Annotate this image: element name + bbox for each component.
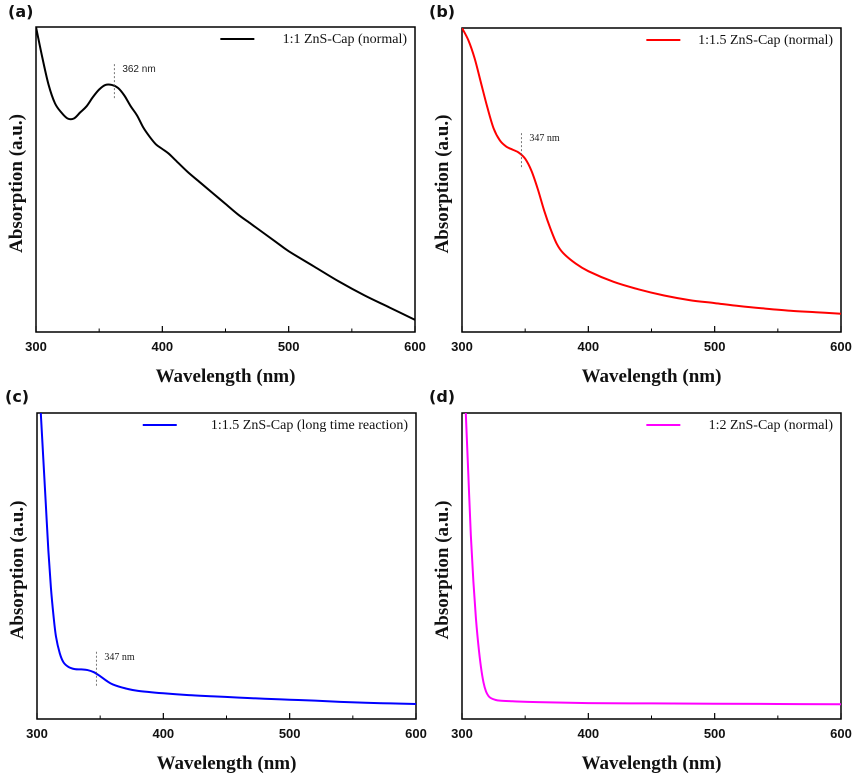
x-tick-label: 600 [404,339,426,354]
x-tick-label: 500 [704,726,726,741]
x-tick-label: 300 [451,726,473,741]
panel-a: (a) 300 400 500 600 Wavelength (nm) Absorption… [6,2,426,387]
x-axis-title: Wavelength (nm) [582,366,722,387]
legend-label: 1:1.5 ZnS-Cap (normal) [698,33,833,48]
series-line [464,413,841,706]
y-axis-title: Absorption (a.u.) [7,501,28,640]
peak-annotation: 362 nm [122,64,155,75]
x-tick-label: 500 [279,726,301,741]
x-tick-label: 400 [577,339,599,354]
panel-d: (d) 300 400 500 600 Wavelength (nm) Absorption… [429,387,852,773]
legend-label: 1:1 ZnS-Cap (normal) [283,32,408,47]
y-axis-title: Absorption (a.u.) [432,501,453,640]
y-axis-title: Absorption (a.u.) [6,114,27,253]
legend-label: 1:2 ZnS-Cap (normal) [709,418,834,433]
peak-annotation: 347 nm [104,652,135,663]
y-axis-title: Absorption (a.u.) [432,115,453,254]
x-axis-title: Wavelength (nm) [156,366,296,387]
x-axis-title: Wavelength (nm) [582,753,722,773]
panel-label: (b) [429,2,455,21]
plot-frame [461,412,842,720]
x-tick-label: 400 [151,339,173,354]
x-tick-label: 400 [152,726,174,741]
series-line [462,28,841,315]
panel-b: (b) 300 400 500 600 Wavelength (nm) Absorption… [429,2,852,387]
x-tick-label: 600 [405,726,427,741]
panel-label: (c) [5,387,29,406]
plot-frame [35,26,416,333]
panel-label: (a) [8,2,33,21]
x-tick-label: 300 [26,726,48,741]
x-tick-label: 600 [830,726,852,741]
series-line [36,27,415,321]
x-tick-label: 500 [704,339,726,354]
series-line [39,413,416,706]
peak-annotation: 347 nm [529,133,560,144]
x-tick-label: 400 [577,726,599,741]
panel-c: (c) 300 400 500 600 Wavelength (nm) Absorption… [5,387,427,773]
x-tick-label: 500 [278,339,300,354]
x-tick-label: 300 [25,339,47,354]
x-tick-label: 600 [830,339,852,354]
plot-frame [461,27,842,333]
legend-label: 1:1.5 ZnS-Cap (long time reaction) [211,418,408,433]
panel-label: (d) [429,387,455,406]
x-tick-label: 300 [451,339,473,354]
x-axis-title: Wavelength (nm) [157,753,297,773]
